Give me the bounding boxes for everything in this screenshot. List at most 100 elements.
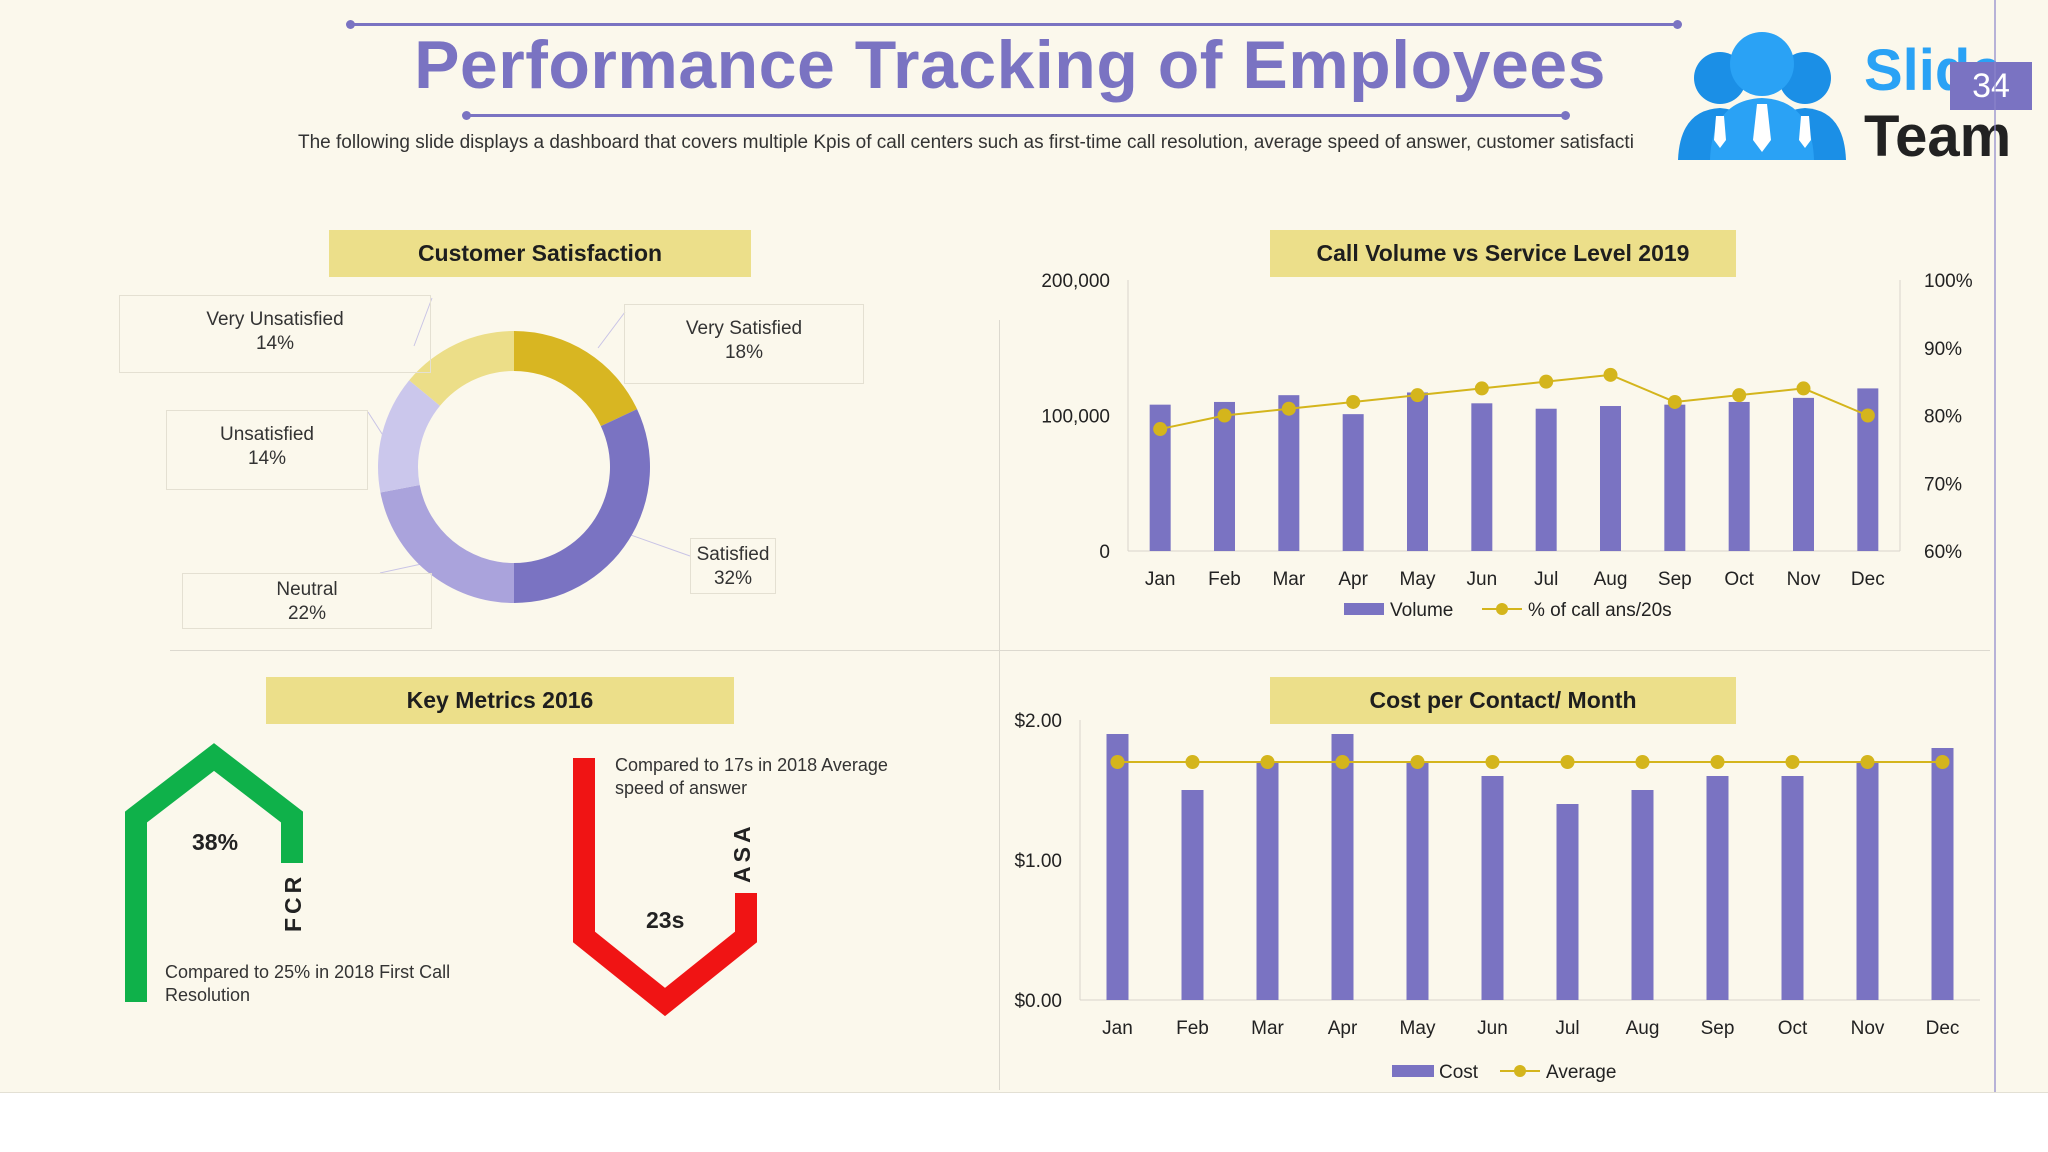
- cv-volume-bar-mar: [1278, 395, 1300, 551]
- cv-service-point-jan: [1153, 422, 1168, 437]
- cv-service-point-feb: [1217, 408, 1232, 423]
- cpc-cost-bar-dec: [1931, 748, 1954, 1000]
- fcr-note: Compared to 25% in 2018 First Call Resol…: [165, 961, 450, 1007]
- fcr-shape: [125, 743, 757, 1017]
- cv-service-point-oct: [1732, 388, 1747, 403]
- cv-volume-bar-jun: [1471, 403, 1493, 551]
- cost-per-contact-label: Cost per Contact/ Month: [1270, 677, 1736, 724]
- cpc-average-point-jul: [1560, 755, 1575, 769]
- call-volume-chart: 0 100,000 200,000 60% 70% 80% 90% 100% Jan Feb Mar…: [1041, 271, 1973, 621]
- cv-x-tick-label: Aug: [1594, 569, 1628, 590]
- title-bottom-rule: [466, 114, 1566, 117]
- leader-line-very-satisfied: [597, 311, 626, 349]
- donut-slice-satisfied: [514, 409, 650, 603]
- cv-legend-service-marker: [1496, 603, 1508, 615]
- cpc-x-tick-label: Mar: [1251, 1018, 1284, 1039]
- cpc-cost-bar-apr: [1331, 734, 1354, 1000]
- fcr-note-line1: Compared to 25% in 2018 First Call: [165, 962, 451, 982]
- callout-satisfied-pct: 32%: [713, 568, 753, 589]
- cv-y2-tick-label: 80%: [1924, 407, 1962, 428]
- cpc-cost-bar-feb: [1181, 790, 1204, 1000]
- cv-service-point-mar: [1281, 401, 1296, 416]
- cpc-average-point-may: [1410, 755, 1425, 769]
- cpc-x-tick-label: Apr: [1328, 1018, 1358, 1039]
- cv-volume-bar-jan: [1149, 404, 1171, 551]
- cv-y-tick-label: 100,000: [1041, 407, 1110, 428]
- cpc-average-point-nov: [1860, 755, 1875, 769]
- callout-very-satisfied-name: Very Satisfied: [685, 318, 803, 339]
- slide: Performance Tracking of Employees The fo…: [0, 0, 2048, 1092]
- asa-shape: [573, 758, 757, 1017]
- callout-very-unsatisfied: Very Unsatisfied 14%: [119, 295, 431, 373]
- cv-y2-tick-label: 70%: [1924, 474, 1962, 495]
- cpc-cost-bar-oct: [1781, 776, 1804, 1000]
- cpc-x-tick-label: Jan: [1102, 1018, 1133, 1039]
- cpc-average-point-apr: [1335, 755, 1350, 769]
- cv-volume-bar-sep: [1664, 404, 1686, 551]
- horizontal-divider: [170, 650, 1990, 651]
- cv-service-point-aug: [1603, 367, 1618, 382]
- cpc-x-tick-label: Jun: [1477, 1018, 1508, 1039]
- cpc-average-point-jan: [1110, 755, 1125, 769]
- cv-y-tick-label: 0: [1099, 542, 1110, 563]
- asa-value: 23s: [646, 907, 685, 933]
- bottom-strip: [0, 1092, 2048, 1152]
- cpc-legend-average-label: Average: [1546, 1062, 1616, 1083]
- cpc-x-tick-label: Feb: [1176, 1018, 1209, 1039]
- satisfaction-donut-chart: [367, 297, 691, 603]
- callout-very-unsatisfied-pct: 14%: [255, 333, 295, 354]
- cpc-y-tick-label: $0.00: [1014, 991, 1062, 1012]
- key-metrics-label: Key Metrics 2016: [266, 677, 734, 724]
- cv-y2-tick-label: 60%: [1924, 542, 1962, 563]
- cpc-average-point-mar: [1260, 755, 1275, 769]
- asa-note-line1: Compared to 17s in 2018 Average: [615, 755, 888, 775]
- vertical-divider: [999, 320, 1000, 1090]
- cpc-legend-cost-swatch: [1392, 1065, 1434, 1077]
- cpc-y-tick-label: $1.00: [1014, 851, 1062, 872]
- cv-volume-bar-aug: [1600, 406, 1621, 551]
- cv-service-line: [1159, 373, 1869, 431]
- cpc-cost-bar-jul: [1556, 804, 1579, 1000]
- fcr-value: 38%: [192, 829, 239, 855]
- cv-service-point-dec: [1860, 408, 1875, 423]
- cv-service-point-apr: [1346, 394, 1361, 409]
- cv-volume-bar-apr: [1342, 414, 1364, 551]
- cv-service-point-nov: [1796, 381, 1811, 396]
- cpc-x-tick-label: Dec: [1926, 1018, 1960, 1039]
- cv-y-tick-label: 200,000: [1041, 271, 1110, 292]
- donut-slice-unsatisfied: [377, 380, 441, 493]
- cpc-cost-bar-mar: [1256, 762, 1279, 1000]
- callout-unsatisfied-name: Unsatisfied: [220, 424, 314, 445]
- fcr-note-line2: Resolution: [165, 985, 251, 1005]
- callout-neutral-pct: 22%: [287, 603, 327, 624]
- cv-x-tick-label: Dec: [1851, 569, 1885, 590]
- donut-slice-neutral: [380, 484, 514, 603]
- title-top-rule: [350, 23, 1678, 26]
- cv-legend-volume-label: Volume: [1390, 600, 1453, 621]
- title-bottom-rule-dot-right: [1561, 111, 1570, 120]
- callout-very-satisfied: Very Satisfied 18%: [624, 304, 864, 384]
- donut-slice-very-unsatisfied: [409, 331, 514, 406]
- cpc-x-tick-label: Jul: [1555, 1018, 1579, 1039]
- callout-unsatisfied-pct: 14%: [247, 448, 287, 469]
- cpc-x-tick-label: May: [1400, 1018, 1436, 1039]
- cpc-cost-bar-jan: [1106, 734, 1129, 1000]
- cv-service-point-jul: [1539, 374, 1554, 389]
- cv-y2-tick-label: 100%: [1924, 271, 1973, 292]
- callout-satisfied: Satisfied 32%: [690, 538, 776, 594]
- callout-neutral: Neutral 22%: [182, 573, 432, 629]
- title-top-rule-dot-right: [1673, 20, 1682, 29]
- cv-x-tick-label: Feb: [1208, 569, 1241, 590]
- cpc-average-point-sep: [1710, 755, 1725, 769]
- cv-volume-bar-feb: [1214, 401, 1235, 551]
- asa-note-line2: speed of answer: [615, 778, 748, 798]
- cpc-average-point-aug: [1635, 755, 1650, 769]
- donut-slice-very-satisfied: [514, 331, 638, 427]
- cpc-cost-bar-nov: [1856, 762, 1879, 1000]
- cv-legend-volume-swatch: [1344, 603, 1384, 615]
- cpc-cost-bar-jun: [1481, 776, 1504, 1000]
- cpc-average-point-oct: [1785, 755, 1800, 769]
- cpc-legend-cost-label: Cost: [1439, 1062, 1479, 1083]
- cpc-cost-bar-aug: [1631, 790, 1654, 1000]
- cv-x-tick-label: Jul: [1534, 569, 1558, 590]
